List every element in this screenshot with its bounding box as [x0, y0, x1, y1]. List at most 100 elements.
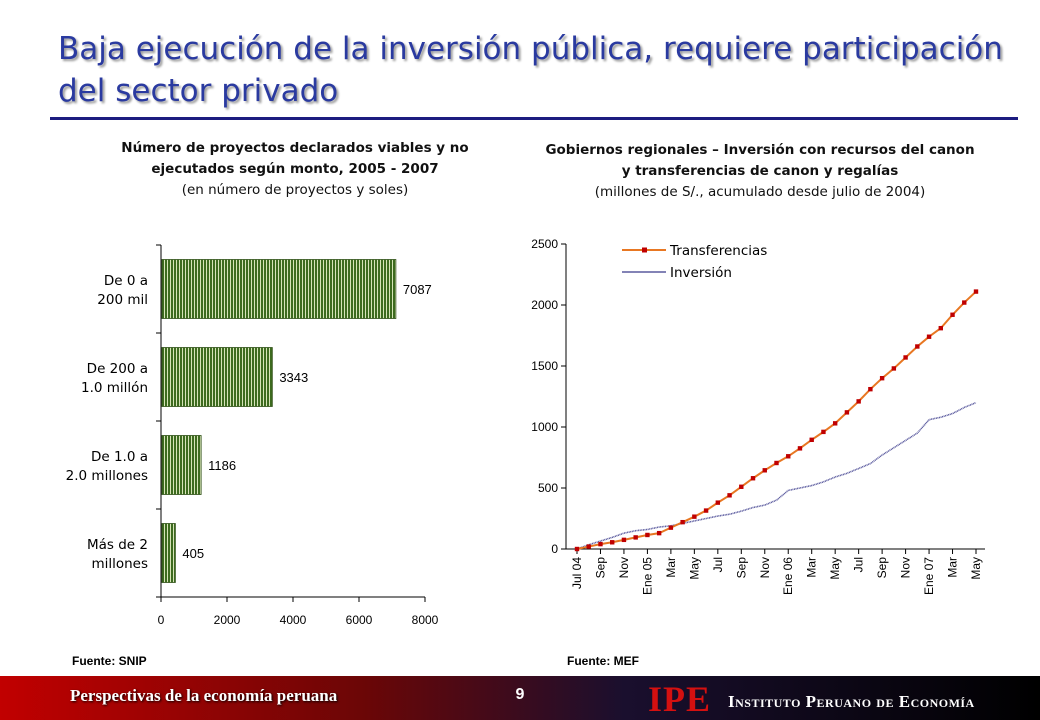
- series-marker-transferencias: [574, 546, 580, 552]
- footer-title: Perspectivas de la economía peruana: [70, 686, 338, 705]
- series-marker-transferencias: [891, 366, 897, 371]
- bar-chart-x-tick-label: 2000: [214, 613, 241, 627]
- bar-data-label: 405: [182, 546, 204, 561]
- line-chart-x-tick-label: Mar: [664, 557, 678, 578]
- series-marker-transferencias: [938, 325, 943, 331]
- line-chart-x-tick-label: Nov: [617, 557, 631, 578]
- series-marker-transferencias: [868, 386, 873, 392]
- page-number: 9: [515, 686, 525, 703]
- line-chart-y-tick-label: 2500: [531, 237, 558, 251]
- series-marker-transferencias: [844, 410, 850, 415]
- series-marker-transferencias: [856, 399, 861, 404]
- bar: [161, 259, 397, 319]
- bar-chart-x-tick-label: 4000: [280, 613, 307, 627]
- series-line-inversion: [576, 401, 977, 550]
- series-marker-transferencias: [645, 532, 650, 538]
- legend-label-transferencias: Transferencias: [669, 243, 767, 259]
- series-marker-transferencias: [739, 484, 744, 489]
- bar-category-label-line: Más de 2: [87, 537, 148, 553]
- line-chart-x-tick-label: Sep: [593, 557, 607, 579]
- series-marker-transferencias: [692, 514, 697, 519]
- title-divider: [50, 117, 1018, 120]
- series-marker-transferencias: [727, 493, 732, 498]
- bar-category-label-line: 1.0 millón: [81, 380, 148, 396]
- series-marker-transferencias: [950, 312, 955, 317]
- line-chart-x-tick-label: Sep: [734, 557, 748, 579]
- legend-marker-transferencias: [642, 247, 647, 253]
- bar-category-label: De 1.0 a 2.0 millones: [66, 449, 148, 484]
- bar: [161, 523, 176, 583]
- bar-chart-x-tick-label: 0: [158, 613, 165, 627]
- line-chart-x-tick-label: Nov: [899, 557, 913, 578]
- line-chart-x-tick-label: Nov: [758, 557, 772, 578]
- series-marker-transferencias: [879, 376, 885, 381]
- bar-category-label: De 0 a 200 mil: [97, 273, 148, 308]
- institute-name: Instituto Peruano de Economía: [728, 692, 975, 711]
- line-chart-y-tick-label: 0: [551, 542, 558, 556]
- bar-chart-x-tick-label: 8000: [412, 613, 439, 627]
- series-marker-transferencias: [821, 429, 826, 435]
- series-marker-transferencias: [973, 289, 979, 294]
- line-chart-y-tick-label: 2000: [531, 298, 558, 312]
- legend-label-inversion: Inversión: [670, 265, 732, 281]
- footer-bar: [0, 676, 1040, 720]
- series-marker-transferencias: [750, 476, 756, 481]
- line-chart-x-tick-label: May: [687, 557, 701, 580]
- series-marker-transferencias: [610, 540, 615, 545]
- line-chart-x-tick-label: Jul 04: [570, 557, 584, 589]
- series-marker-transferencias: [762, 468, 767, 473]
- bar-category-label-line: De 1.0 a: [91, 449, 148, 465]
- right-chart-subtitle: (millones de S/., acumulado desde julio …: [594, 184, 926, 200]
- series-marker-transferencias: [915, 344, 920, 349]
- line-chart-x-tick-label: Jul: [852, 557, 866, 572]
- series-marker-transferencias: [774, 460, 779, 466]
- series-line-transferencias: [576, 290, 977, 550]
- ipe-logo: IPE: [648, 679, 712, 719]
- series-marker-transferencias: [832, 421, 838, 426]
- bar-data-label: 1186: [208, 458, 236, 473]
- series-marker-transferencias: [926, 334, 932, 339]
- series-marker-transferencias: [586, 544, 591, 549]
- series-marker-transferencias: [668, 525, 674, 530]
- slide-title: Baja ejecución de la inversión pública, …: [58, 31, 1003, 109]
- line-chart-x-tick-label: May: [969, 557, 983, 580]
- bar-chart-x-tick-label: 6000: [346, 613, 373, 627]
- bar-category-label: Más de 2 millones: [87, 537, 148, 572]
- left-chart-title: Número de proyectos declarados viables y…: [121, 140, 469, 177]
- series-marker-transferencias: [797, 446, 803, 451]
- series-marker-transferencias: [786, 454, 791, 459]
- series-marker-transferencias: [903, 355, 908, 360]
- left-chart-subtitle: (en número de proyectos y soles): [181, 182, 409, 198]
- bar: [161, 347, 273, 407]
- bar-category-label: De 200 a 1.0 millón: [81, 361, 148, 396]
- bar-category-label-line: De 200 a: [87, 361, 148, 377]
- bar-category-label-line: De 0 a: [104, 273, 148, 289]
- left-chart-source: Fuente: SNIP: [72, 654, 147, 668]
- bar: [161, 435, 202, 495]
- line-chart-x-tick-label: Mar: [946, 557, 960, 578]
- series-marker-transferencias: [656, 530, 662, 536]
- line-chart-x-tick-label: Ene 07: [922, 557, 936, 595]
- series-marker-transferencias: [633, 535, 638, 540]
- bar-category-label-line: 2.0 millones: [66, 468, 148, 484]
- line-chart-x-tick-label: Sep: [875, 557, 889, 579]
- series-marker-transferencias: [703, 508, 709, 513]
- line-chart-x-tick-label: Ene 05: [640, 557, 654, 595]
- line-chart-x-tick-label: May: [828, 557, 842, 580]
- right-chart-title: Gobiernos regionales – Inversión con rec…: [545, 142, 975, 179]
- bar-data-label: 3343: [279, 370, 308, 385]
- line-chart-x-tick-label: Ene 06: [781, 557, 795, 595]
- left-chart-heading: Número de proyectos declarados viables y…: [90, 138, 500, 201]
- line-chart-y-tick-label: 500: [538, 481, 558, 495]
- line-chart-y-tick-label: 1500: [531, 359, 558, 373]
- series-marker-transferencias: [621, 537, 627, 543]
- line-chart-x-tick-label: Mar: [805, 557, 819, 578]
- line-chart-y-tick-label: 1000: [531, 420, 558, 434]
- series-marker-transferencias: [680, 519, 685, 525]
- series-marker-transferencias: [598, 541, 603, 547]
- right-chart-heading: Gobiernos regionales – Inversión con rec…: [540, 140, 980, 203]
- series-marker-transferencias: [809, 437, 814, 443]
- right-chart-source: Fuente: MEF: [567, 654, 639, 668]
- series-marker-transferencias: [715, 500, 721, 505]
